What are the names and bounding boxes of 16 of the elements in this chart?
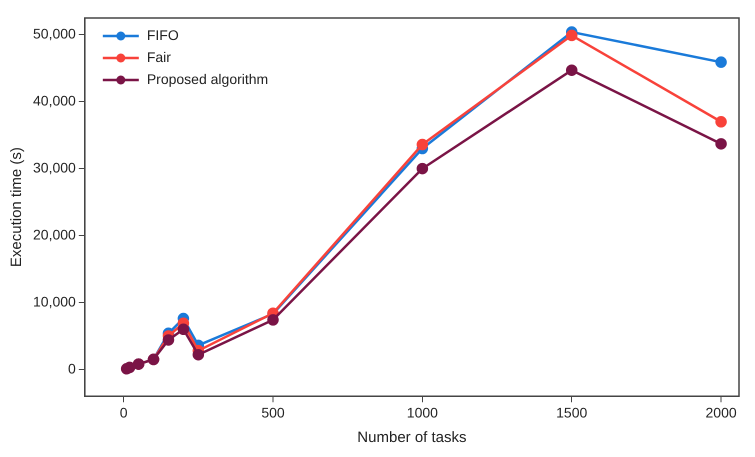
- x-tick-label: 1000: [406, 404, 438, 420]
- y-tick-label: 10,000: [32, 293, 76, 310]
- x-axis-title: Number of tasks: [357, 429, 467, 446]
- x-tick-label: 1500: [556, 404, 588, 420]
- legend-label: FIFO: [146, 26, 179, 43]
- x-tick-label: 0: [120, 404, 128, 420]
- y-tick-label: 50,000: [32, 26, 76, 42]
- legend-label: Proposed algorithm: [146, 70, 268, 87]
- y-tick-label: 40,000: [32, 92, 76, 109]
- y-tick-label: 20,000: [32, 226, 76, 242]
- y-tick-label: 0: [68, 360, 76, 376]
- x-tick-label: 2000: [706, 404, 737, 420]
- y-tick-label: 30,000: [32, 159, 76, 176]
- legend-label: Fair: [146, 48, 172, 65]
- y-axis-title: Execution time (s): [8, 147, 26, 268]
- x-tick-label: 500: [261, 404, 285, 420]
